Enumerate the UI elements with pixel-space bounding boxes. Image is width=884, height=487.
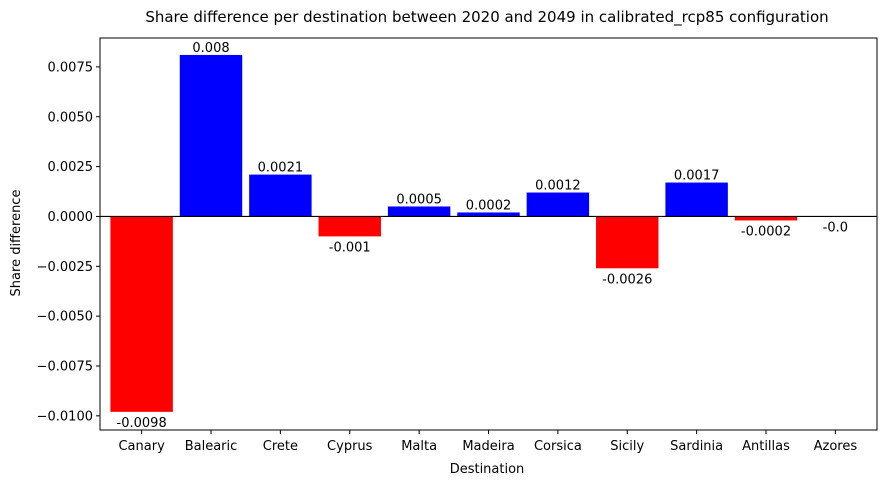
bar-malta [387,206,451,217]
y-axis: −0.0100 −0.0075 −0.0050 −0.0025 0.0000 0.0025… [37,60,100,424]
y-tick-label: 0.0025 [48,160,94,175]
y-tick-label: −0.0075 [37,360,93,375]
x-tick-label: Azores [814,439,858,454]
x-tick-label: Canary [118,439,165,454]
y-tick-label: −0.0100 [37,409,93,424]
bar-balearic [179,54,243,217]
bar-cyprus [318,216,381,237]
bar-madeira [457,212,520,217]
bar-corsica [526,192,590,217]
y-axis-label: Share difference [9,190,24,297]
bar-value-label: -0.0002 [741,224,791,239]
bar-antillas [734,216,798,221]
x-tick-label: Cyprus [327,439,373,454]
x-tick-label: Balearic [185,439,238,454]
bar-value-label: -0.0098 [117,416,167,431]
bar-value-label: 0.0002 [466,198,512,213]
x-tick-label: Corsica [534,439,582,454]
x-tick-label: Sardinia [670,439,723,454]
bar-value-label: 0.008 [192,41,229,56]
chart-title: Share difference per destination between… [145,8,828,27]
bars-group [110,54,798,412]
y-tick-label: −0.0050 [37,310,93,325]
bar-value-label: 0.0017 [674,169,720,184]
bar-value-label: 0.0012 [535,179,581,194]
y-tick-label: 0.0075 [48,60,94,75]
x-axis: Canary Balearic Crete Cyprus Malta Madeira Cor… [118,430,857,454]
x-tick-label: Crete [263,439,298,454]
bar-value-label: 0.0021 [258,161,304,176]
x-axis-label: Destination [450,462,525,477]
y-tick-label: 0.0000 [48,210,94,225]
bar-value-label: -0.0 [823,220,848,235]
bar-value-label: 0.0005 [396,192,442,207]
x-tick-label: Malta [401,439,437,454]
bar-value-label: -0.001 [329,240,371,255]
x-tick-label: Antillas [742,439,790,454]
bar-labels-group: -0.0098 0.008 0.0021 -0.001 0.0005 0.0002 0.00… [117,41,849,431]
bar-value-label: -0.0026 [602,272,652,287]
y-tick-label: 0.0050 [48,110,94,125]
bar-canary [110,216,173,412]
bar-sicily [596,216,659,269]
bar-sardinia [665,182,728,217]
bar-crete [249,174,312,217]
y-tick-label: −0.0025 [37,260,93,275]
x-tick-label: Madeira [462,439,514,454]
x-tick-label: Sicily [610,439,644,454]
